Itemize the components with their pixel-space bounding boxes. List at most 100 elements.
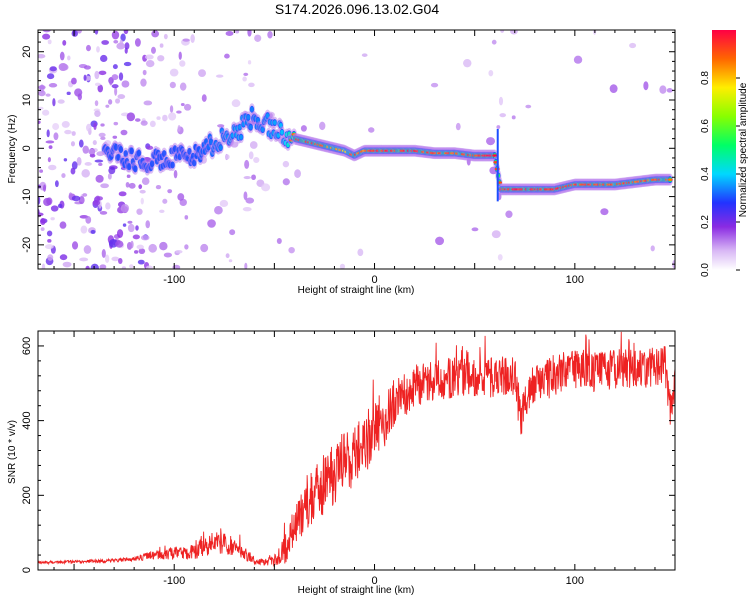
spectrogram-noise-blob — [54, 180, 59, 188]
spectrogram-ridge-core — [260, 127, 265, 133]
spectrogram-noise-blob — [48, 145, 53, 150]
spectrogram-noise-blob — [198, 69, 207, 77]
spectrogram-noise-blob — [97, 84, 104, 93]
spectrogram-noise-blob — [148, 243, 158, 253]
spectrogram-noise-blob — [94, 30, 99, 35]
spectrogram-noise-blob — [100, 136, 106, 141]
spectrogram-noise-blob — [180, 102, 185, 107]
spectrogram-noise-blob — [111, 74, 119, 81]
spectrogram-noise-blob — [74, 88, 83, 97]
spectrogram-noise-blob — [137, 259, 145, 265]
spectrogram-noise-blob — [61, 120, 70, 128]
spectrogram-noise-blob — [80, 225, 88, 234]
spectrogram-noise-blob — [119, 39, 124, 48]
spectrogram-noise-blob — [455, 122, 461, 131]
spectrogram-noise-blob — [505, 210, 513, 219]
spectrogram-noise-blob — [71, 77, 77, 85]
spectrogram-noise-blob — [134, 118, 141, 122]
spectrogram-xtick-label: -100 — [163, 274, 185, 286]
spectrogram-noise-blob — [149, 120, 156, 128]
colorbar-label: Normalized spectral amplitude — [738, 82, 749, 217]
spectrogram-noise-blob — [71, 131, 76, 136]
spectrogram-noise-blob — [435, 236, 445, 246]
spectrogram-xtick-label: 100 — [566, 274, 584, 286]
spectrogram-noise-blob — [59, 51, 65, 61]
spectrogram-ridge-core — [250, 106, 254, 112]
spectrogram-ylabel: Frequency (Hz) — [7, 115, 18, 184]
spectrogram-noise-blob — [244, 159, 250, 169]
spectrogram-noise-blob — [92, 199, 101, 206]
spectrogram-noise-blob — [136, 208, 143, 215]
spectrogram-noise-blob — [167, 189, 173, 194]
spectrogram-noise-blob — [96, 196, 104, 201]
spectrogram-noise-blob — [120, 129, 128, 136]
spectrogram-noise-blob — [179, 60, 186, 67]
spectrogram-noise-blob — [59, 221, 67, 229]
spectrogram-noise-blob — [82, 193, 88, 197]
spectrogram-noise-blob — [71, 30, 78, 37]
spectrogram-noise-blob — [67, 55, 71, 61]
spectrogram-noise-blob — [105, 104, 110, 108]
spectrogram-noise-blob — [190, 34, 195, 43]
spectrogram-noise-blob — [135, 225, 139, 231]
spectrogram-noise-blob — [111, 30, 120, 40]
spectrogram-noise-blob — [71, 195, 81, 202]
spectrogram-noise-blob — [128, 182, 136, 189]
spectrogram-noise-blob — [50, 205, 59, 212]
spectrogram-noise-blob — [134, 250, 139, 254]
spectrogram-plot-frame — [37, 29, 676, 270]
spectrogram-ridge-core — [239, 134, 243, 140]
spectrogram-noise-blob — [140, 78, 147, 87]
spectrogram-noise-blob — [40, 227, 45, 231]
spectrogram-noise-blob — [79, 257, 89, 262]
spectrogram-noise-blob — [143, 100, 153, 106]
spectrogram-noise-blob — [99, 210, 108, 215]
spectrogram-noise-blob — [234, 30, 240, 34]
snr-marks — [38, 331, 675, 567]
spectrogram-noise-blob — [247, 30, 252, 37]
spectrogram-noise-blob — [107, 173, 112, 180]
spectrogram-ridge-core — [246, 114, 251, 120]
spectrogram-noise-blob — [82, 145, 90, 154]
spectrogram-noise-blob — [48, 164, 57, 171]
spectrogram-noise-blob — [357, 248, 364, 257]
spectrogram-noise-blob — [138, 248, 146, 255]
spectrogram-noise-blob — [100, 183, 109, 189]
spectrogram-noise-blob — [66, 91, 71, 96]
spectrogram-noise-blob — [109, 76, 113, 86]
spectrogram-ridge-core — [209, 139, 213, 145]
spectrogram-noise-blob — [300, 125, 307, 132]
snr-xtick-label: 100 — [566, 575, 584, 587]
spectrogram-noise-blob — [650, 245, 655, 252]
spectrogram-noise-blob — [183, 103, 192, 111]
spectrogram-noise-blob — [151, 46, 156, 54]
spectrogram-noise-blob — [121, 266, 127, 269]
spectrogram-noise-blob — [38, 53, 46, 59]
spectrogram-ridge-peak — [667, 178, 673, 181]
spectrogram-noise-blob — [94, 100, 99, 107]
spectrogram-noise-blob — [124, 42, 130, 50]
spectrogram-noise-blob — [200, 243, 209, 253]
spectrogram-noise-blob — [62, 40, 67, 46]
spectrogram-noise-blob — [130, 240, 134, 249]
spectrogram-noise-blob — [129, 264, 134, 269]
spectrogram-noise-blob — [573, 55, 583, 64]
spectrogram-noise-blob — [169, 81, 176, 89]
spectrogram-ridge-body — [123, 150, 128, 158]
spectrogram-noise-blob — [471, 227, 479, 232]
spectrogram-noise-blob — [111, 256, 120, 262]
spectrogram-noise-blob — [112, 135, 118, 139]
spectrogram-noise-blob — [76, 157, 82, 166]
spectrogram-noise-blob — [498, 96, 504, 106]
spectrogram-noise-blob — [141, 177, 150, 186]
spectrogram-noise-blob — [496, 125, 501, 129]
spectrogram-noise-blob — [118, 72, 124, 81]
colorbar-gradient — [712, 30, 736, 270]
spectrogram-noise-blob — [224, 53, 230, 59]
spectrogram-noise-blob — [120, 33, 126, 42]
snr-xlabel: Height of straight line (km) — [298, 585, 415, 596]
spectrogram-xtick-label: 0 — [371, 274, 377, 286]
spectrogram-ytick-label: 10 — [21, 94, 33, 106]
spectrogram-noise-blob — [63, 158, 68, 162]
spectrogram-noise-blob — [46, 230, 53, 237]
